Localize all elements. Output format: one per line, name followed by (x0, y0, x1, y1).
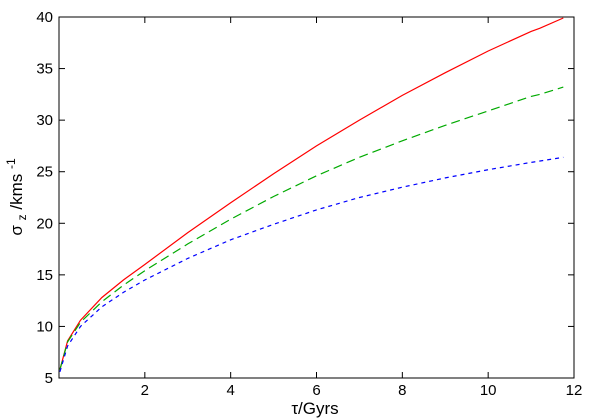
y-tick-label-40: 40 (36, 9, 53, 26)
series-layer (59, 17, 564, 372)
y-tick-label-5: 5 (45, 370, 53, 387)
x-tick-label-6: 6 (312, 382, 320, 399)
y-axis-subscript: z (15, 214, 29, 220)
x-tick-label-10: 10 (480, 382, 497, 399)
y-tick-label-20: 20 (36, 215, 53, 232)
y-axis-title: σ z /kms -1 (4, 158, 30, 236)
y-axis-superscript: -1 (4, 158, 18, 169)
labels-layer: 2 4 6 8 10 12 5 10 15 20 25 30 35 40 (36, 9, 582, 399)
x-tick-label-8: 8 (398, 382, 406, 399)
y-axis-symbol: σ (7, 225, 26, 236)
series-line-1 (59, 17, 564, 370)
y-tick-label-30: 30 (36, 112, 53, 129)
series-line-3 (59, 156, 564, 372)
x-tick-label-2: 2 (141, 382, 149, 399)
series-line-2 (59, 86, 564, 370)
y-tick-label-15: 15 (36, 267, 53, 284)
y-tick-label-25: 25 (36, 164, 53, 181)
x-tick-label-12: 12 (566, 382, 583, 399)
y-tick-label-10: 10 (36, 318, 53, 335)
y-tick-label-35: 35 (36, 61, 53, 78)
y-axis-unit: /kms (7, 174, 26, 210)
x-tick-label-4: 4 (226, 382, 234, 399)
x-axis-title: τ/Gyrs (291, 399, 338, 418)
ticks-layer (59, 16, 575, 379)
